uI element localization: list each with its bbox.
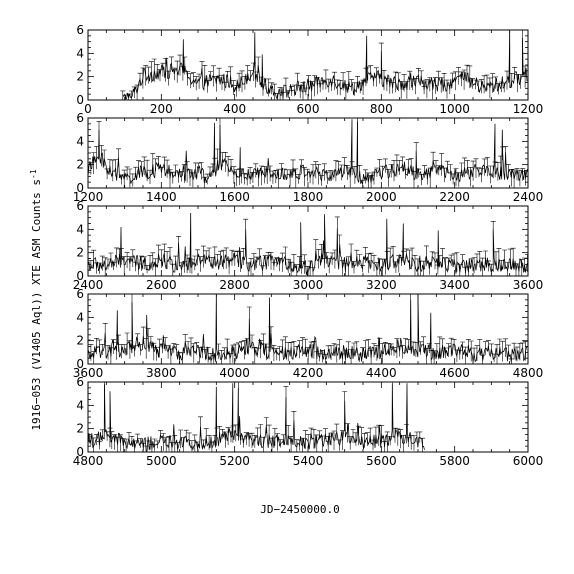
light-curve-line: [88, 212, 528, 275]
x-tick-label: 3600: [513, 278, 544, 292]
x-tick-label: 3000: [293, 278, 324, 292]
y-tick-label: 2: [76, 158, 84, 172]
x-tick-label: 600: [297, 102, 320, 116]
y-tick-label: 2: [76, 246, 84, 260]
light-curve-line: [88, 295, 528, 363]
y-tick-label: 2: [76, 70, 84, 84]
series-5: [88, 382, 426, 452]
x-tick-label: 0: [84, 102, 92, 116]
x-tick-label: 4800: [73, 454, 104, 468]
panel-5: 4800 5000 5200 5400 5600 5800 6000 0 2 4 6: [73, 375, 544, 468]
series-2: [88, 118, 528, 188]
light-curve-line: [88, 383, 425, 452]
y-axis-title: 1916−053 (V1405 Aql)) XTE ASM Counts s-1: [29, 169, 43, 430]
series-3: [88, 212, 528, 276]
light-curve-line: [122, 31, 528, 100]
x-tick-label: 1000: [439, 102, 470, 116]
series-1: [120, 30, 528, 100]
error-bars: [88, 216, 528, 276]
x-tick-label: 3600: [73, 366, 104, 380]
y-tick-label: 6: [76, 375, 84, 389]
y-tick-label: 4: [76, 222, 84, 236]
y-tick-label: 6: [76, 287, 84, 301]
x-tick-label: 200: [150, 102, 173, 116]
x-tick-label: 1600: [219, 190, 250, 204]
x-tick-label: 5800: [439, 454, 470, 468]
x-tick-label: 4000: [219, 366, 250, 380]
y-tick-label: 6: [76, 111, 84, 125]
x-tick-label: 3400: [439, 278, 470, 292]
panel-4: 3600 3800 4000 4200 4400 4600 4800 0 2 4 6: [73, 287, 544, 380]
y-tick-label: 2: [76, 422, 84, 436]
y-tick-label: 0: [76, 181, 84, 195]
x-tick-label: 6000: [513, 454, 544, 468]
x-tick-label: 4200: [293, 366, 324, 380]
panel-1: 0 200 400 600 800 1000 1200 0 2 4 6: [76, 23, 544, 116]
x-tick-label: 2400: [513, 190, 544, 204]
x-tick-label: 5200: [219, 454, 250, 468]
error-bars: [120, 30, 528, 100]
x-tick-label: 1200: [513, 102, 544, 116]
x-tick-label: 3200: [366, 278, 397, 292]
y-tick-label: 4: [76, 134, 84, 148]
x-tick-label: 5600: [366, 454, 397, 468]
x-axis-title: JD−2450000.0: [260, 503, 339, 516]
y-tick-label: 4: [76, 46, 84, 60]
series-4: [88, 294, 528, 364]
y-tick-label: 0: [76, 445, 84, 459]
y-tick-label: 2: [76, 334, 84, 348]
x-tick-label: 1200: [73, 190, 104, 204]
x-tick-label: 2000: [366, 190, 397, 204]
x-tick-label: 4800: [513, 366, 544, 380]
x-tick-label: 2400: [73, 278, 104, 292]
x-tick-label: 4600: [439, 366, 470, 380]
x-tick-label: 1400: [146, 190, 177, 204]
x-tick-label: 2200: [439, 190, 470, 204]
y-tick-label: 0: [76, 269, 84, 283]
y-tick-label: 4: [76, 310, 84, 324]
x-tick-label: 400: [223, 102, 246, 116]
panel-2: 1200 1400 1600 1800 2000 2200 2400 0 2 4 6: [73, 111, 544, 204]
y-tick-label: 6: [76, 23, 84, 37]
x-tick-label: 3800: [146, 366, 177, 380]
error-bars: [88, 118, 528, 188]
x-tick-label: 800: [370, 102, 393, 116]
x-tick-label: 5000: [146, 454, 177, 468]
y-axis-title-unit-exponent: -1: [29, 169, 38, 179]
y-tick-label: 6: [76, 199, 84, 213]
y-tick-label: 4: [76, 398, 84, 412]
light-curve-line: [88, 119, 528, 185]
x-tick-label: 5400: [293, 454, 324, 468]
y-tick-label: 0: [76, 357, 84, 371]
y-axis-title-text: 1916−053 (V1405 Aql)) XTE ASM Counts s: [30, 179, 43, 431]
panel-3: 2400 2600 2800 3000 3200 3400 3600 0 2 4 6: [73, 199, 544, 292]
panel-frame: [87, 117, 529, 189]
x-tick-label: 4400: [366, 366, 397, 380]
x-tick-label: 2600: [146, 278, 177, 292]
x-tick-label: 2800: [219, 278, 250, 292]
x-tick-label: 1800: [293, 190, 324, 204]
y-tick-label: 0: [76, 93, 84, 107]
